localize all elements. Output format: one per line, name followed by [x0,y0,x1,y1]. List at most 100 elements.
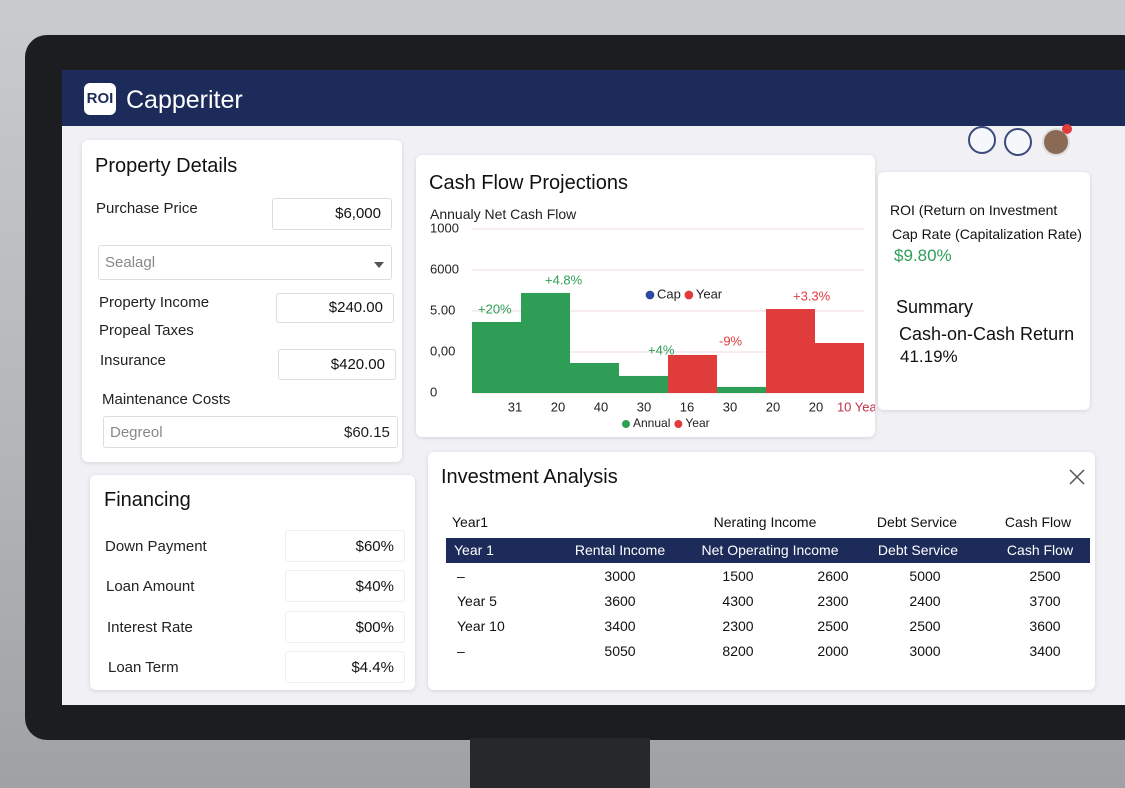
table-cell: 1500 [722,568,754,584]
chart-subtitle: Annualy Net Cash Flow [430,206,577,222]
header-cell: Net Operating Income [701,542,839,558]
legend-swatch [645,290,655,300]
monitor-stand [470,738,650,788]
icon-button[interactable] [1004,128,1032,156]
legend-label: Annual [633,416,670,430]
table-cell: 3400 [604,618,636,634]
x-tick-label: 16 [680,399,694,414]
header-cell: Rental Income [574,542,666,558]
field-label: Maintenance Costs [102,391,231,408]
bar [521,292,570,393]
y-tick-label: 0,00 [430,343,455,358]
ghost-header-cell: Year1 [452,514,489,530]
y-tick-label: 1000 [430,220,459,235]
legend-swatch [684,290,694,300]
cap-rate-value: $9.80% [894,246,952,265]
logo: ROI [84,83,116,115]
bar [619,375,668,393]
panel-title: Investment Analysis [441,466,618,488]
ghost-header-cell: Nerating Income [713,514,817,530]
input[interactable]: $240.00 [276,293,394,323]
analysis-panel [428,452,1095,690]
x-tick-label: 10 Year [837,399,875,414]
input[interactable]: $60% [285,530,405,562]
header-cell: Year 1 [454,542,494,558]
input[interactable]: $00% [285,611,405,643]
input[interactable] [103,416,398,448]
brand: Capperiter [126,86,243,114]
x-tick-label: 20 [766,399,780,414]
table-cell: 4300 [722,593,754,609]
table-cell: 3000 [604,568,636,584]
input[interactable]: $4.4% [285,651,405,683]
field-label: Propeal Taxes [99,322,194,339]
table-cell: 2500 [1029,568,1061,584]
table-cell: – [457,643,465,659]
table-cell: 3700 [1029,593,1061,609]
table-cell: 2500 [909,618,941,634]
y-tick-label: 0 [430,384,437,399]
icon-button[interactable] [968,126,996,154]
header-cell: Debt Service [877,542,959,558]
legend-label: Cap [657,286,681,301]
annotation: +20% [478,301,512,316]
field-label: Down Payment [105,538,207,555]
table-cell: Year 5 [457,593,497,609]
bar [815,342,864,393]
input[interactable]: $40% [285,570,405,602]
table-cell: 2400 [909,593,941,609]
chart: 0 0,00 5.00 6000 1000 31 20 40 30 16 30 20 20 10 Year… [430,220,875,430]
x-tick-label: 20 [809,399,823,414]
table-cell: 3600 [1029,618,1061,634]
x-tick-label: 30 [723,399,737,414]
table-cell: 2000 [817,643,849,659]
annotation: -9% [719,333,743,348]
field-label: Insurance [100,352,166,369]
input-placeholder: Degreol [110,424,163,441]
panel-title: Financing [104,489,191,511]
input[interactable]: $420.00 [278,349,396,380]
field-label: Loan Term [108,659,179,676]
cap-rate-label: Cap Rate (Capitalization Rate) [892,226,1082,242]
table-header [446,538,1090,563]
x-tick-label: 40 [594,399,608,414]
bar [668,354,717,393]
x-tick-label: 30 [637,399,651,414]
close-button[interactable] [1069,469,1085,485]
bar [570,362,619,393]
panel-title: Property Details [95,155,238,177]
bar [766,309,815,393]
table-cell: – [457,568,465,584]
roi-title: ROI (Return on Investment [890,202,1058,218]
table-cell: 5050 [604,643,636,659]
header-cell: Cash Flow [1006,542,1074,558]
legend-swatch [622,420,630,428]
table-cell: 5000 [909,568,941,584]
table-cell: 2500 [817,618,849,634]
bar [472,321,521,393]
annotation: +4% [648,342,675,357]
coc-label: Cash-on-Cash Return [899,324,1075,344]
annotation: +4.8% [545,272,583,287]
legend-label: Year [685,416,709,430]
annotation: +3.3% [793,288,831,303]
select[interactable]: Sealagl [98,245,392,280]
bar [717,386,766,393]
input-value: $60.15 [344,424,390,441]
roi-panel [878,172,1090,410]
table-cell: 3400 [1029,643,1061,659]
table-cell: 3600 [604,593,636,609]
legend-label: Year [696,286,723,301]
field-label: Loan Amount [106,578,195,595]
y-tick-label: 5.00 [430,302,455,317]
x-tick-label: 20 [551,399,565,414]
field-label: Interest Rate [107,619,193,636]
field-label: Purchase Price [96,200,198,217]
coc-value: 41.19% [900,347,958,366]
table-cell: 2300 [817,593,849,609]
chart-title: Cash Flow Projections [429,172,628,194]
table-cell: 8200 [722,643,754,659]
table-cell: 2600 [817,568,849,584]
input[interactable]: $6,000 [272,198,392,230]
table-cell: 2300 [722,618,754,634]
